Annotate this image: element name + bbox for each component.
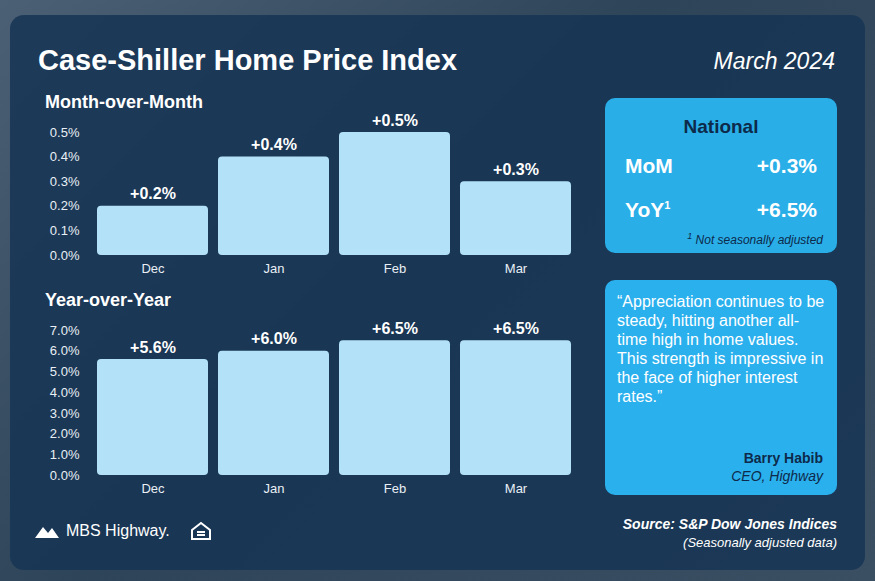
html-text:(Seasonally adjusted data): (Seasonally adjusted data)	[683, 535, 837, 550]
svg-text:0.0%: 0.0%	[50, 248, 80, 263]
html-text:Source: S&P Dow Jones Indices: Source: S&P Dow Jones Indices	[622, 516, 837, 532]
html-text:+0.3%: +0.3%	[756, 154, 817, 177]
html-text:Barry Habib: Barry Habib	[743, 450, 823, 466]
svg-text:+0.2%: +0.2%	[130, 185, 176, 202]
svg-text:0.4%: 0.4%	[50, 149, 80, 164]
svg-text:+0.5%: +0.5%	[372, 112, 418, 129]
svg-text:0.3%: 0.3%	[50, 174, 80, 189]
svg-text:+6.5%: +6.5%	[493, 320, 539, 337]
html-text:March 2024: March 2024	[713, 48, 835, 74]
svg-text:+6.5%: +6.5%	[372, 320, 418, 337]
html-text:1Not seasonally adjusted: 1Not seasonally adjusted	[687, 231, 823, 247]
html-text:“Appreciation continues to be: “Appreciation continues to be steady, hi…	[617, 293, 825, 405]
svg-text:0.2%: 0.2%	[50, 198, 80, 213]
svg-text:Jan: Jan	[264, 261, 285, 276]
svg-text:7.0%: 7.0%	[50, 323, 80, 338]
svg-text:5.0%: 5.0%	[50, 364, 80, 379]
html-text:YoY1: YoY1	[625, 198, 671, 221]
html-text:National: National	[683, 116, 759, 137]
svg-text:Mar: Mar	[505, 481, 528, 496]
html-text:Year-over-Year: Year-over-Year	[45, 290, 172, 310]
html-text:Case-Shiller Home Price Index: Case-Shiller Home Price Index	[38, 44, 458, 76]
svg-text:+5.6%: +5.6%	[130, 339, 176, 356]
svg-text:0.1%: 0.1%	[50, 223, 80, 238]
html-text:MoM: MoM	[625, 154, 673, 177]
svg-text:0.5%: 0.5%	[50, 125, 80, 140]
html-text:CEO, Highway: CEO, Highway	[731, 468, 823, 484]
svg-text:0.0%: 0.0%	[50, 468, 80, 483]
html-text:+6.5%: +6.5%	[756, 198, 817, 221]
svg-text:Feb: Feb	[384, 481, 406, 496]
svg-text:4.0%: 4.0%	[50, 385, 80, 400]
svg-text:6.0%: 6.0%	[50, 343, 80, 358]
svg-text:Dec: Dec	[141, 261, 165, 276]
svg-text:Jan: Jan	[264, 481, 285, 496]
svg-text:Dec: Dec	[141, 481, 165, 496]
svg-text:1.0%: 1.0%	[50, 447, 80, 462]
svg-text:+6.0%: +6.0%	[251, 330, 297, 347]
svg-text:3.0%: 3.0%	[50, 406, 80, 421]
html-text:MBS Highway.: MBS Highway.	[66, 522, 170, 539]
svg-text:+0.3%: +0.3%	[493, 161, 539, 178]
html-text:Month-over-Month: Month-over-Month	[45, 92, 203, 112]
svg-text:Mar: Mar	[505, 261, 528, 276]
svg-text:2.0%: 2.0%	[50, 426, 80, 441]
svg-text:+0.4%: +0.4%	[251, 136, 297, 153]
svg-text:Feb: Feb	[384, 261, 406, 276]
